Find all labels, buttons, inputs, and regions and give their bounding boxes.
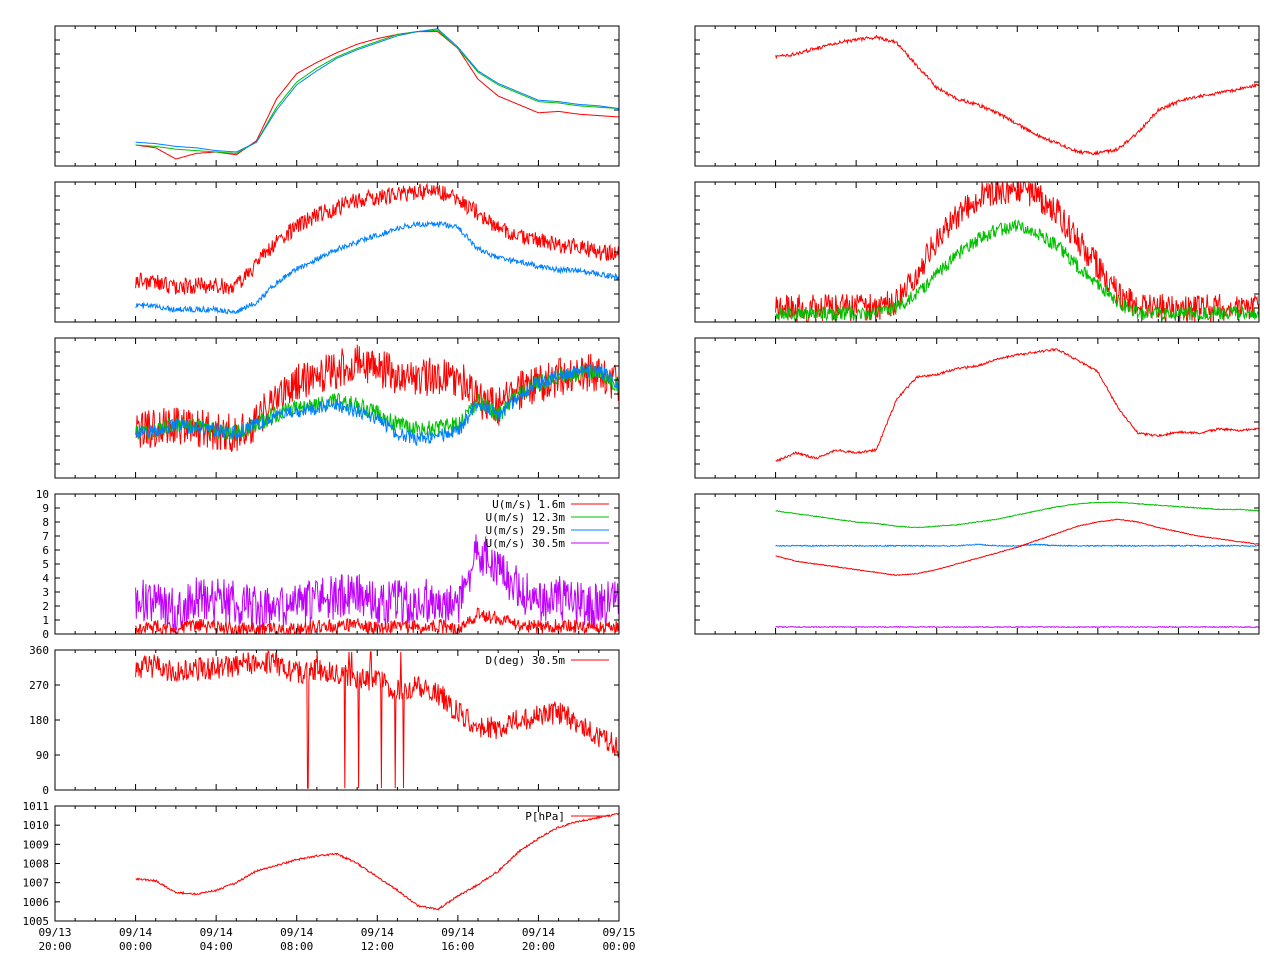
p5-series-0	[135, 650, 619, 789]
p7-series-0	[775, 34, 1259, 156]
x-tick-time: 16:00	[441, 940, 474, 953]
x-tick-date: 09/13	[38, 926, 71, 939]
p4-ytick-label: 2	[42, 600, 49, 613]
panel-p2	[54, 181, 620, 323]
p4-ytick-label: 10	[36, 488, 49, 501]
p9-frame	[694, 337, 1260, 479]
p6-series-0	[135, 812, 619, 911]
p5-legend-label: D(deg) 30.5m	[486, 654, 566, 667]
p8-series-0	[775, 182, 1259, 322]
panel-p8	[694, 181, 1260, 323]
p6-ytick-label: 1010	[23, 819, 50, 832]
panel-p10	[694, 493, 1260, 635]
p6-ytick-label: 1011	[23, 800, 50, 813]
x-tick-date: 09/14	[441, 926, 474, 939]
p4-ytick-label: 7	[42, 530, 49, 543]
p2-series-0	[135, 182, 619, 295]
p2-series-1	[135, 220, 619, 315]
p4-legend-label: U(m/s) 29.5m	[486, 524, 566, 537]
p4-ytick-label: 5	[42, 558, 49, 571]
p10-series-1	[775, 543, 1259, 548]
p10-frame	[694, 493, 1260, 635]
panel-p1	[54, 25, 620, 167]
x-tick-time: 20:00	[522, 940, 555, 953]
p1-series-1	[135, 29, 619, 154]
x-tick-date: 09/14	[361, 926, 394, 939]
p4-legend-label: U(m/s) 30.5m	[486, 537, 566, 550]
p5-ytick-label: 270	[29, 679, 49, 692]
p6-ytick-label: 1009	[23, 838, 50, 851]
p4-ytick-label: 6	[42, 544, 49, 557]
p3-series-2	[135, 364, 619, 446]
p1-series-0	[135, 31, 619, 160]
p6-legend-label: P[hPa]	[525, 810, 565, 823]
p6-ytick-label: 1006	[23, 896, 50, 909]
x-tick-date: 09/14	[522, 926, 555, 939]
x-tick-time: 08:00	[280, 940, 313, 953]
p1-series-2	[135, 28, 619, 153]
x-tick-date: 09/14	[280, 926, 313, 939]
x-tick-time: 12:00	[361, 940, 394, 953]
p7-frame	[694, 25, 1260, 167]
panel-p6: 1005 1006 1007 1008 1009 1010 1011 P[hPa]	[23, 800, 620, 928]
p4-ytick-label: 0	[42, 628, 49, 641]
p10-series-0	[775, 501, 1259, 529]
p3-series-0	[135, 344, 619, 453]
p10-series-3	[775, 625, 1259, 629]
x-tick-time: 00:00	[602, 940, 635, 953]
p4-ytick-label: 4	[42, 572, 49, 585]
p5-ytick-label: 180	[29, 714, 49, 727]
p10-series-2	[775, 518, 1259, 576]
panel-p7	[694, 25, 1260, 167]
p4-series-0	[135, 534, 619, 633]
x-tick-date: 09/14	[200, 926, 233, 939]
p5-ytick-label: 0	[42, 784, 49, 797]
p5-ytick-label: 360	[29, 644, 49, 657]
x-tick-date: 09/15	[602, 926, 635, 939]
p4-ytick-label: 3	[42, 586, 49, 599]
p5-ytick-label: 90	[36, 749, 49, 762]
panel-p5: 0 90 180 270 360 D(deg) 30.5m	[29, 644, 620, 797]
p4-legend-label: U(m/s) 1.6m	[492, 498, 565, 511]
x-tick-time: 04:00	[200, 940, 233, 953]
p4-ytick-label: 8	[42, 516, 49, 529]
p9-series-0	[775, 348, 1259, 463]
x-tick-date: 09/14	[119, 926, 152, 939]
p6-ytick-label: 1005	[23, 915, 50, 928]
panel-p3	[54, 337, 620, 479]
p4-ytick-label: 1	[42, 614, 49, 627]
x-tick-time: 00:00	[119, 940, 152, 953]
x-tick-time: 20:00	[38, 940, 71, 953]
p6-frame	[54, 805, 620, 922]
p6-ytick-label: 1007	[23, 877, 50, 890]
p6-ytick-label: 1008	[23, 858, 50, 871]
panel-p9	[694, 337, 1260, 479]
p4-ytick-label: 9	[42, 502, 49, 515]
p4-legend-label: U(m/s) 12.3m	[486, 511, 566, 524]
